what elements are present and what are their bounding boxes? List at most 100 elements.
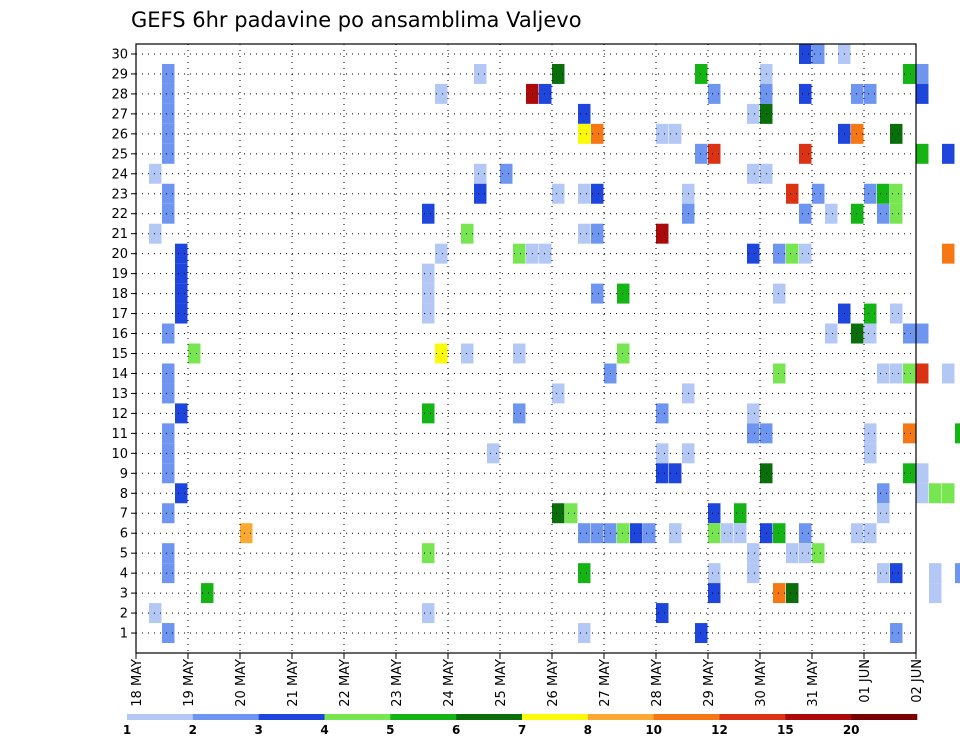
colorbar-label: 20 [843, 723, 860, 737]
x-tick-label: 26 MAY [546, 659, 561, 707]
x-tick-label: 18 MAY [130, 659, 145, 707]
y-tick-label: 17 [111, 307, 128, 322]
heatmap-cell [812, 183, 825, 204]
heatmap-cell [916, 463, 929, 484]
heatmap-cell [890, 303, 903, 324]
heatmap-cell [708, 83, 721, 104]
heatmap-cell [903, 323, 916, 344]
y-tick-label: 18 [111, 287, 128, 302]
heatmap-cell [201, 583, 214, 604]
heatmap-cell [617, 523, 630, 544]
y-tick-label: 27 [111, 107, 128, 122]
heatmap-cell [942, 483, 955, 504]
colorbar-label: 6 [452, 723, 460, 737]
heatmap-cell [162, 503, 175, 524]
heatmap-cell [786, 583, 799, 604]
heatmap-cell [695, 63, 708, 84]
colorbar-swatch [258, 714, 325, 720]
heatmap-cell [864, 323, 877, 344]
heatmap-cell [422, 283, 435, 304]
heatmap-cell [435, 243, 448, 264]
x-tick-label: 24 MAY [442, 659, 457, 707]
heatmap-cell [721, 523, 734, 544]
heatmap-cell [149, 163, 162, 184]
heatmap-cell [708, 503, 721, 524]
colorbar-label: 8 [584, 723, 592, 737]
heatmap-cell [162, 123, 175, 144]
heatmap-cell [630, 523, 643, 544]
heatmap-cell [578, 523, 591, 544]
x-tick-label: 30 MAY [754, 659, 769, 707]
heatmap-cell [773, 243, 786, 264]
colorbar-label: 4 [320, 723, 328, 737]
heatmap-cell [656, 443, 669, 464]
y-tick-label: 29 [111, 67, 128, 82]
x-tick-label: 01 JUN [858, 659, 873, 703]
heatmap-cell [162, 623, 175, 644]
heatmap-cell [916, 363, 929, 384]
colorbar-swatch [324, 714, 391, 720]
heatmap-cell [162, 463, 175, 484]
y-tick-label: 19 [111, 267, 128, 282]
heatmap-cell [656, 463, 669, 484]
heatmap-cell [162, 563, 175, 584]
y-tick-label: 4 [120, 567, 128, 582]
heatmap-cell [799, 543, 812, 564]
colorbar-swatch [851, 714, 918, 720]
heatmap-cell [799, 203, 812, 224]
heatmap-cell [890, 183, 903, 204]
heatmap-cell [162, 63, 175, 84]
heatmap-cell [877, 563, 890, 584]
y-tick-label: 7 [120, 507, 128, 522]
heatmap-cell [669, 523, 682, 544]
colorbar-swatch [127, 714, 194, 720]
heatmap-cell [877, 483, 890, 504]
y-tick-label: 22 [111, 207, 128, 222]
heatmap-cell [461, 343, 474, 364]
heatmap-cell [903, 463, 916, 484]
heatmap-cell [877, 503, 890, 524]
heatmap-cell [825, 323, 838, 344]
heatmap-cell [903, 63, 916, 84]
heatmap-cell [656, 603, 669, 624]
x-tick-label: 25 MAY [494, 659, 509, 707]
heatmap-cell [162, 323, 175, 344]
heatmap-cell [162, 443, 175, 464]
colorbar-swatch [653, 714, 720, 720]
chart-title: GEFS 6hr padavine po ansamblima Valjevo [131, 8, 582, 32]
y-tick-label: 20 [111, 247, 128, 262]
heatmap-cell [864, 523, 877, 544]
heatmap-cell [695, 143, 708, 164]
y-tick-label: 23 [111, 187, 128, 202]
heatmap-cell [799, 143, 812, 164]
y-tick-label: 9 [120, 467, 128, 482]
heatmap-cell [799, 44, 812, 64]
heatmap-cell [929, 563, 942, 584]
heatmap-cell [877, 363, 890, 384]
colorbar-label: 2 [189, 723, 197, 737]
colorbar-swatch [587, 714, 654, 720]
x-tick-label: 28 MAY [650, 659, 665, 707]
heatmap-cell [773, 523, 786, 544]
heatmap-cell [162, 363, 175, 384]
heatmap-cells [149, 44, 960, 644]
heatmap-cell [799, 243, 812, 264]
heatmap-cell [877, 203, 890, 224]
y-tick-label: 15 [111, 347, 128, 362]
y-tick-label: 16 [111, 327, 128, 342]
heatmap-cell [890, 623, 903, 644]
heatmap-cell [474, 63, 487, 84]
heatmap-cell [578, 123, 591, 144]
y-tick-label: 28 [111, 87, 128, 102]
heatmap-cell [149, 223, 162, 244]
heatmap-cell [669, 463, 682, 484]
heatmap-cell [942, 243, 955, 264]
heatmap-cell [851, 523, 864, 544]
heatmap-cell [851, 323, 864, 344]
heatmap-cell [708, 583, 721, 604]
colorbar-label: 15 [777, 723, 794, 737]
heatmap-cell [422, 203, 435, 224]
colorbar-swatch [785, 714, 852, 720]
heatmap-cell [890, 203, 903, 224]
